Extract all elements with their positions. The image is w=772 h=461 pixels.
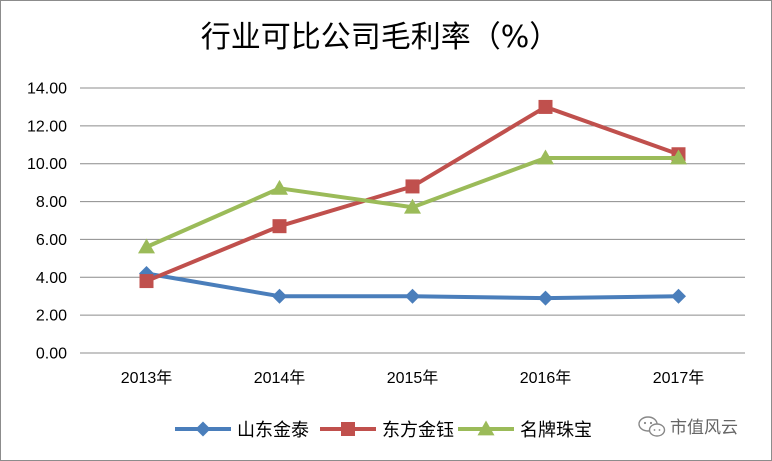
legend-label: 东方金钰 [382,420,454,441]
data-point [139,274,154,289]
data-point [405,179,420,194]
x-tick-label: 2015年 [387,369,439,387]
y-tick-label: 14.00 [27,81,67,98]
watermark: 市值风云 [638,416,738,438]
data-point [271,179,288,195]
legend-marker [341,422,355,436]
x-tick-label: 2016年 [520,369,572,387]
data-point [405,288,420,304]
data-point [670,149,687,165]
data-point [671,288,686,304]
legend-item: 东方金钰 [320,420,454,441]
watermark-text: 市值风云 [670,418,738,438]
y-tick-label: 12.00 [27,118,67,135]
series-lines [138,99,687,306]
y-tick-label: 6.00 [36,232,67,249]
x-axis-tick-labels: 2013年 2014年 2015年 2016年 2017年 [121,369,705,387]
data-point [272,288,287,304]
data-point [138,238,155,254]
legend-label: 名牌珠宝 [520,420,592,441]
data-point [538,290,553,306]
x-tick-label: 2013年 [121,369,173,387]
y-tick-label: 10.00 [27,156,67,173]
chart-title: 行业可比公司毛利率（%） [201,20,560,55]
data-point [272,219,287,234]
y-axis-tick-labels: 0.00 2.00 4.00 6.00 8.00 10.00 12.00 14.00 [27,81,67,363]
data-point [404,198,421,214]
wechat-icon [638,416,666,437]
y-tick-label: 0.00 [36,346,67,363]
data-point [538,99,553,114]
y-tick-label: 8.00 [36,194,67,211]
series-3 [138,149,687,254]
x-tick-label: 2017年 [653,369,705,387]
legend-item: 名牌珠宝 [458,420,592,441]
legend-marker [195,421,211,437]
data-point [537,149,554,165]
legend-marker [477,420,495,436]
legend-item: 山东金泰 [175,420,309,441]
y-tick-label: 2.00 [36,308,67,325]
y-tick-label: 4.00 [36,270,67,287]
legend: 山东金泰 东方金钰 名牌珠宝 [175,420,592,441]
x-tick-label: 2014年 [254,369,306,387]
legend-label: 山东金泰 [237,420,309,441]
